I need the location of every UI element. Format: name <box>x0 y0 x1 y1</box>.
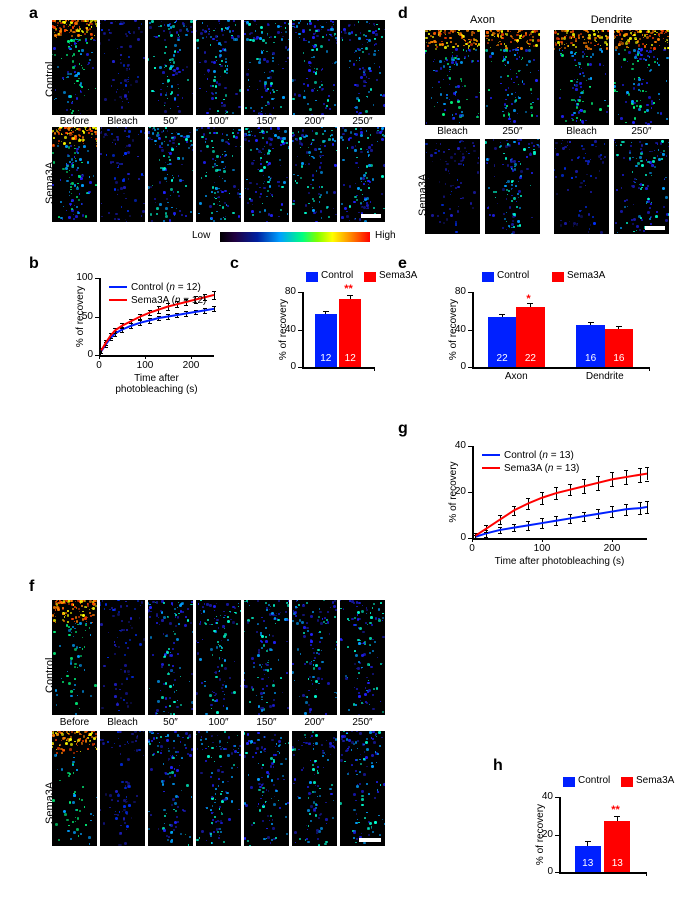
timepoint-label: 100″ <box>196 116 241 127</box>
micrograph <box>340 731 385 846</box>
timepoint-label: 50″ <box>148 116 193 127</box>
panel-g-label: g <box>398 420 408 438</box>
scale-bar <box>645 226 665 230</box>
timepoint-label: Before <box>52 717 97 728</box>
timepoint-label: 100″ <box>196 717 241 728</box>
intensity-gradient <box>220 232 370 242</box>
panel-f-label: f <box>29 578 34 596</box>
micrograph <box>148 127 193 222</box>
micrograph <box>614 139 669 234</box>
col-label: Bleach <box>425 126 480 137</box>
panel-e-label: e <box>398 255 407 273</box>
timepoint-label: 250″ <box>340 717 385 728</box>
timepoint-label: 150″ <box>244 717 289 728</box>
micrograph <box>340 20 385 115</box>
micrograph <box>292 600 337 715</box>
panel-g-chart: 010020002040Time after photobleaching (s… <box>438 438 653 568</box>
col-label: 250″ <box>614 126 669 137</box>
timepoint-label: 150″ <box>244 116 289 127</box>
panel-d-label: d <box>398 5 408 23</box>
micrograph <box>554 30 609 125</box>
micrograph <box>244 600 289 715</box>
panel-c-chart: 04080% of recovery1212**ControlSema3A <box>268 270 378 385</box>
micrograph <box>196 20 241 115</box>
panel-e-chart: 04080% of recoveryAxon2222Dendrite1616*C… <box>438 270 653 385</box>
timepoint-label: Before <box>52 116 97 127</box>
panel-h-label: h <box>493 757 503 775</box>
col-label: 250″ <box>485 126 540 137</box>
micrograph <box>425 30 480 125</box>
micrograph <box>244 731 289 846</box>
micrograph <box>100 20 145 115</box>
col-label: Bleach <box>554 126 609 137</box>
timepoint-label: 200″ <box>292 116 337 127</box>
micrograph <box>148 20 193 115</box>
micrograph <box>52 20 97 115</box>
micrograph <box>100 731 145 846</box>
panel-a-label: a <box>29 5 38 23</box>
timepoint-label: 50″ <box>148 717 193 728</box>
timepoint-label: Bleach <box>100 116 145 127</box>
micrograph <box>148 731 193 846</box>
micrograph <box>554 139 609 234</box>
micrograph <box>485 30 540 125</box>
scale-bar <box>359 838 381 842</box>
header-label: Axon <box>425 14 540 26</box>
micrograph <box>244 127 289 222</box>
micrograph <box>244 20 289 115</box>
panel-b-label: b <box>29 255 39 273</box>
micrograph <box>100 600 145 715</box>
micrograph <box>196 127 241 222</box>
micrograph <box>52 731 97 846</box>
timepoint-label: Bleach <box>100 717 145 728</box>
panel-b-chart: 0100200050100Time after photobleaching (… <box>65 270 220 385</box>
timepoint-label: 200″ <box>292 717 337 728</box>
micrograph <box>196 600 241 715</box>
micrograph <box>614 30 669 125</box>
micrograph <box>425 139 480 234</box>
gradient-low: Low <box>192 230 210 241</box>
micrograph <box>100 127 145 222</box>
micrograph <box>292 127 337 222</box>
micrograph <box>340 600 385 715</box>
micrograph <box>340 127 385 222</box>
micrograph <box>148 600 193 715</box>
gradient-high: High <box>375 230 396 241</box>
micrograph <box>52 127 97 222</box>
panel-h-chart: 02040% of recovery1313**ControlSema3A <box>525 775 650 890</box>
micrograph <box>52 600 97 715</box>
micrograph <box>196 731 241 846</box>
micrograph <box>292 731 337 846</box>
timepoint-label: 250″ <box>340 116 385 127</box>
scale-bar <box>361 214 381 218</box>
micrograph <box>485 139 540 234</box>
micrograph <box>292 20 337 115</box>
header-label: Dendrite <box>554 14 669 26</box>
panel-c-label: c <box>230 255 239 273</box>
